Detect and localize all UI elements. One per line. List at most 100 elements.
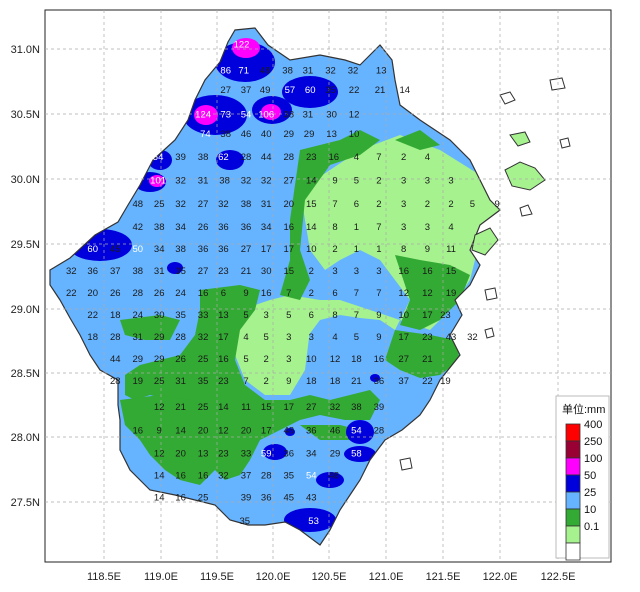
- station-value: 101: [150, 176, 166, 187]
- station-value: 43: [306, 493, 317, 504]
- station-value: 38: [284, 110, 295, 121]
- station-value: 16: [374, 354, 385, 365]
- station-value: 86: [220, 66, 231, 77]
- station-value: 9: [157, 425, 162, 436]
- station-value: 18: [306, 376, 317, 387]
- legend-swatch: [565, 440, 581, 459]
- station-value: 34: [154, 244, 165, 255]
- station-value: 6: [354, 199, 359, 210]
- station-value: 3: [376, 266, 381, 277]
- station-value: 59: [261, 449, 272, 460]
- station-value: 39: [175, 152, 186, 163]
- station-value: 32: [261, 176, 272, 187]
- legend: 单位:mm 400 250 100 50 25 10 0.1: [555, 395, 610, 561]
- station-value: 16: [284, 222, 295, 233]
- station-value: 71: [238, 66, 249, 77]
- station-value: 28: [133, 288, 144, 299]
- station-value: 23: [422, 332, 433, 343]
- station-value: 60: [305, 85, 316, 96]
- station-value: 2: [309, 266, 314, 277]
- legend-label: 0.1: [584, 521, 599, 533]
- station-value: 17: [218, 332, 229, 343]
- station-value: 37: [110, 266, 121, 277]
- station-value: 6: [309, 310, 314, 321]
- station-value: 35: [325, 85, 336, 96]
- station-value: 21: [351, 376, 362, 387]
- station-value: 31: [303, 66, 314, 77]
- station-value: 29: [284, 129, 295, 140]
- station-value: 7: [332, 199, 337, 210]
- station-value: 34: [175, 222, 186, 233]
- station-value: 40: [261, 129, 272, 140]
- station-value: 43: [446, 332, 457, 343]
- station-value: 3: [286, 332, 291, 343]
- station-value: 7: [243, 376, 248, 387]
- station-value: 28: [261, 471, 272, 482]
- station-value: 5: [243, 310, 248, 321]
- station-value: 62: [218, 152, 229, 163]
- legend-swatch: [565, 525, 581, 544]
- station-value: 19: [133, 376, 144, 387]
- station-value: 13: [326, 129, 337, 140]
- station-value: 3: [401, 222, 406, 233]
- station-value: 54: [306, 471, 317, 482]
- station-value: 46: [330, 425, 341, 436]
- station-value: 28: [110, 332, 121, 343]
- station-value: 3: [332, 266, 337, 277]
- legend-swatch: [565, 491, 581, 510]
- station-value: 31: [133, 332, 144, 343]
- station-value: 13: [376, 66, 387, 77]
- station-value: 25: [198, 402, 209, 413]
- station-value: 35: [175, 310, 186, 321]
- station-value: 25: [198, 493, 209, 504]
- station-value: 9: [425, 244, 430, 255]
- station-value: 4: [448, 222, 453, 233]
- station-value: 5: [354, 176, 359, 187]
- station-value: 10: [306, 354, 317, 365]
- station-value: 17: [284, 402, 295, 413]
- station-value: 18: [351, 354, 362, 365]
- station-value: 12: [154, 449, 165, 460]
- station-value: 38: [198, 152, 209, 163]
- station-value: 39: [374, 402, 385, 413]
- station-value: 31: [198, 176, 209, 187]
- station-value: 4: [243, 332, 248, 343]
- station-value: 20: [175, 449, 186, 460]
- station-value: 15: [284, 266, 295, 277]
- station-value: 3: [425, 222, 430, 233]
- station-value: 5: [243, 354, 248, 365]
- station-value: 10: [306, 244, 317, 255]
- station-value: 16: [175, 493, 186, 504]
- station-value: 1: [354, 222, 359, 233]
- station-value: 38: [220, 129, 231, 140]
- station-value: 3: [448, 176, 453, 187]
- station-value: 33: [198, 310, 209, 321]
- station-value: 38: [241, 199, 252, 210]
- station-value: 29: [330, 449, 341, 460]
- y-tick-label: 28.5N: [11, 368, 40, 380]
- station-value: 17: [398, 332, 409, 343]
- station-value: 15: [306, 199, 317, 210]
- station-value: 31: [154, 266, 165, 277]
- legend-label: 10: [584, 504, 596, 516]
- station-value: 16: [133, 425, 144, 436]
- station-value: 18: [110, 310, 121, 321]
- station-value: 17: [422, 310, 433, 321]
- x-tick-label: 121.0E: [369, 571, 404, 583]
- x-tick-label: 119.5E: [200, 571, 234, 583]
- station-value: 1: [376, 244, 381, 255]
- station-value: 35: [284, 471, 295, 482]
- station-value: 58: [351, 449, 362, 460]
- station-value: 50: [133, 244, 144, 255]
- station-value: 122: [234, 40, 250, 51]
- station-value: 32: [218, 199, 229, 210]
- station-value: 4: [332, 332, 337, 343]
- station-value: 30: [326, 110, 337, 121]
- station-value: 6: [221, 288, 226, 299]
- station-value: 26: [175, 354, 186, 365]
- station-value: 2: [264, 354, 269, 365]
- station-value: 32: [330, 402, 341, 413]
- x-axis-labels: 118.5E 119.0E 119.5E 120.0E 120.5E 121.0…: [87, 571, 575, 583]
- station-value: 12: [330, 354, 341, 365]
